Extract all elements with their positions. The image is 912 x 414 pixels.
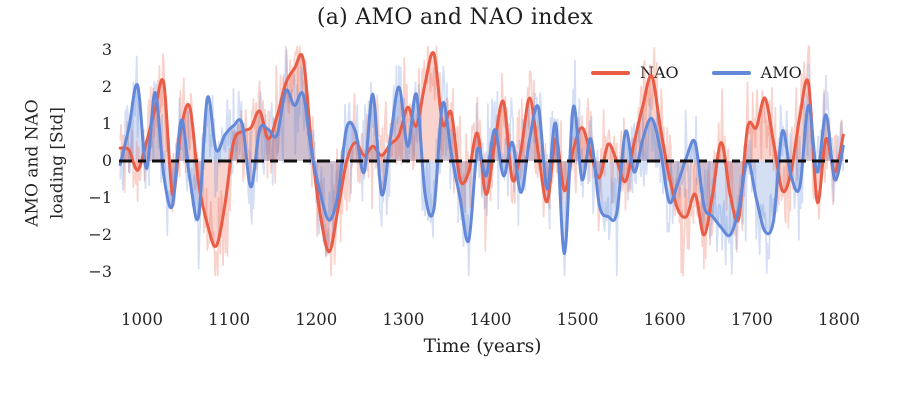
x-tick-label: 1500 xyxy=(556,310,599,329)
amo-legend-label: AMO xyxy=(760,63,802,82)
amo-legend-line-icon xyxy=(711,70,751,75)
x-tick-label: 1800 xyxy=(817,310,860,329)
x-tick-label: 1700 xyxy=(730,310,773,329)
y-tick-label: 0 xyxy=(101,151,112,170)
nao-legend-line-icon xyxy=(591,70,630,75)
chart-title: (a) AMO and NAO index xyxy=(316,5,594,30)
x-tick-label: 1400 xyxy=(469,310,512,329)
x-tick-label: 1200 xyxy=(295,310,338,329)
nao-area-fill xyxy=(120,52,844,252)
x-tick-label: 1000 xyxy=(121,310,163,329)
x-tick-label: 1100 xyxy=(208,310,251,329)
y-tick-label: 1 xyxy=(101,114,112,133)
y-tick-label: −3 xyxy=(88,262,112,281)
nao-raw-annual-line xyxy=(119,45,844,277)
x-tick-label: 1300 xyxy=(382,310,425,329)
x-axis-label: Time (years) xyxy=(423,336,542,357)
x-tick-label: 1600 xyxy=(643,310,686,329)
y-tick-label: −1 xyxy=(88,188,112,207)
y-tick-label: 3 xyxy=(101,40,112,59)
y-tick-label: −2 xyxy=(88,225,112,244)
y-tick-label: 2 xyxy=(101,77,112,96)
amo-smoothed-line xyxy=(118,83,845,256)
amo-area-fill xyxy=(120,84,844,254)
